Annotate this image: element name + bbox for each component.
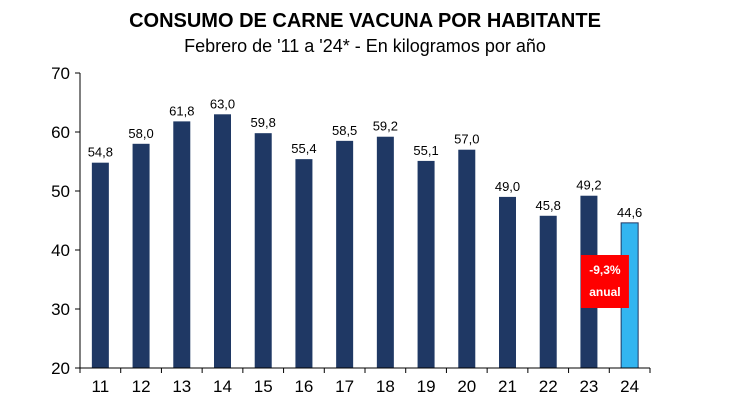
- y-tick-label-60: 60: [51, 123, 70, 142]
- x-tick-label-15: 15: [254, 377, 273, 396]
- bars: [91, 114, 639, 369]
- x-tick-label-12: 12: [132, 377, 151, 396]
- y-tick-label-40: 40: [51, 241, 70, 260]
- y-tick-label-20: 20: [51, 359, 70, 378]
- data-label-21: 49,0: [495, 179, 520, 194]
- data-label-18: 59,2: [373, 119, 398, 134]
- x-tick-label-19: 19: [417, 377, 436, 396]
- x-tick-label-23: 23: [579, 377, 598, 396]
- x-tick-label-14: 14: [213, 377, 232, 396]
- bar-17: [336, 140, 354, 368]
- bar-22: [539, 215, 557, 368]
- x-tick-label-13: 13: [172, 377, 191, 396]
- bar-20: [458, 149, 476, 368]
- data-label-22: 45,8: [536, 198, 561, 213]
- x-tick-label-22: 22: [539, 377, 558, 396]
- bar-19: [417, 160, 435, 368]
- change-badge-period: anual: [589, 285, 620, 299]
- data-label-14: 63,0: [210, 96, 235, 111]
- change-badge-percent: -9,3%: [589, 263, 621, 277]
- x-tick-label-24: 24: [620, 377, 639, 396]
- x-tick-label-18: 18: [376, 377, 395, 396]
- data-label-12: 58,0: [128, 126, 153, 141]
- y-tick-label-70: 70: [51, 64, 70, 83]
- data-label-13: 61,8: [169, 103, 194, 118]
- bar-18: [376, 136, 394, 368]
- x-tick-label-21: 21: [498, 377, 517, 396]
- bar-15: [254, 133, 272, 368]
- bar-13: [173, 121, 191, 368]
- x-tick-label-16: 16: [294, 377, 313, 396]
- axes: [75, 72, 651, 373]
- bar-16: [295, 159, 313, 368]
- x-tick-label-20: 20: [457, 377, 476, 396]
- x-tick-label-11: 11: [92, 377, 110, 396]
- data-label-15: 59,8: [251, 115, 276, 130]
- chart-title: CONSUMO DE CARNE VACUNA POR HABITANTE: [129, 10, 601, 32]
- data-label-17: 58,5: [332, 123, 357, 138]
- y-tick-label-30: 30: [51, 300, 70, 319]
- data-label-23: 49,2: [576, 178, 601, 193]
- data-label-19: 55,1: [413, 143, 438, 158]
- bar-11: [91, 162, 109, 368]
- x-tick-label-17: 17: [335, 377, 354, 396]
- chart-subtitle: Febrero de '11 a '24* - En kilogramos po…: [184, 36, 546, 56]
- annotation: -9,3% anual: [580, 255, 629, 308]
- labels: 54,8 11 58,0 12 61,8 13 63,0 14 59,8 15 55,4 16 58,5…: [51, 64, 642, 396]
- bar-14: [214, 114, 231, 368]
- change-badge: [580, 255, 629, 308]
- y-tick-label-50: 50: [51, 182, 70, 201]
- data-label-16: 55,4: [291, 141, 316, 156]
- data-label-11: 54,8: [88, 145, 113, 160]
- bar-12: [132, 143, 150, 368]
- data-label-20: 57,0: [454, 132, 479, 147]
- data-label-24: 44,6: [617, 205, 642, 220]
- bar-21: [499, 196, 516, 368]
